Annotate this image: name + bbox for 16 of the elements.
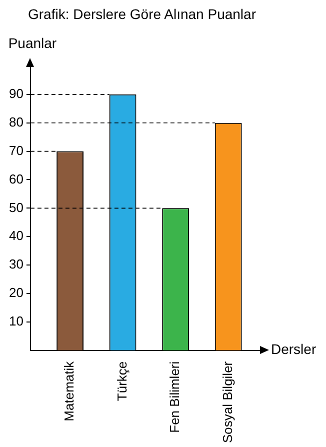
x-tick-label: Sosyal Bilgiler [220, 360, 235, 444]
y-tick-label: 50 [8, 200, 24, 215]
y-tick-label: 10 [8, 314, 24, 328]
y-tick-label: 90 [8, 86, 24, 102]
x-axis-title: Dersler [271, 341, 316, 358]
x-tick-label: Fen Bilimleri [167, 361, 182, 433]
x-tick-label: Türkçe [114, 361, 130, 402]
y-tick-label: 80 [8, 114, 24, 130]
x-tick-label: Matematik [62, 360, 77, 422]
y-tick-label: 20 [8, 285, 24, 300]
chart-title: Grafik: Derslere Göre Alınan Puanlar [27, 5, 257, 24]
y-tick-label: 40 [8, 228, 24, 244]
y-tick-label: 60 [8, 171, 24, 186]
y-tick-label: 70 [8, 142, 24, 158]
y-axis-title: Puanlar [8, 34, 57, 51]
y-tick-label: 30 [8, 256, 24, 272]
